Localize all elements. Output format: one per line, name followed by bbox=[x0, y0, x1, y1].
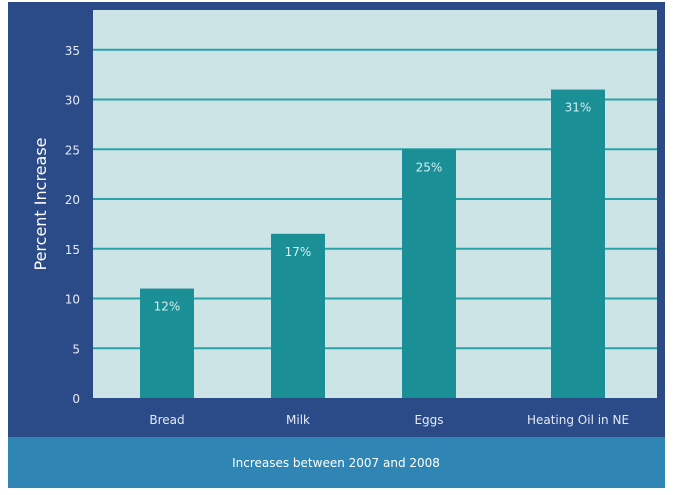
bar bbox=[402, 149, 456, 398]
y-tick-label: 25 bbox=[65, 143, 80, 157]
bar-data-label: 25% bbox=[416, 160, 443, 174]
x-tick-label: Milk bbox=[286, 413, 310, 427]
y-tick-label: 20 bbox=[65, 193, 80, 207]
x-axis-ticks: Bread Milk Eggs Heating Oil in NE bbox=[149, 413, 629, 427]
bar-labels: 12% 17% 25% 31% bbox=[154, 101, 592, 314]
bar bbox=[140, 288, 194, 398]
x-tick-label: Bread bbox=[149, 413, 184, 427]
bars bbox=[140, 89, 605, 399]
bar bbox=[551, 89, 605, 399]
y-tick-label: 10 bbox=[65, 293, 80, 307]
y-axis-title: Percent Increase bbox=[31, 138, 50, 271]
x-tick-label: Heating Oil in NE bbox=[527, 413, 629, 427]
y-tick-label: 5 bbox=[72, 342, 80, 356]
y-tick-label: 30 bbox=[65, 94, 80, 108]
y-tick-label: 15 bbox=[65, 243, 80, 257]
footer-band bbox=[8, 437, 665, 488]
x-axis-title: Increases between 2007 and 2008 bbox=[232, 456, 440, 470]
x-tick-label: Eggs bbox=[414, 413, 443, 427]
bar-data-label: 12% bbox=[154, 300, 181, 314]
y-axis-ticks: 0 5 10 15 20 25 30 35 bbox=[65, 44, 80, 406]
bar-data-label: 31% bbox=[565, 101, 592, 115]
y-tick-label: 35 bbox=[65, 44, 80, 58]
y-tick-label: 0 bbox=[72, 392, 80, 406]
bar-data-label: 17% bbox=[285, 245, 312, 259]
bar bbox=[271, 233, 325, 398]
